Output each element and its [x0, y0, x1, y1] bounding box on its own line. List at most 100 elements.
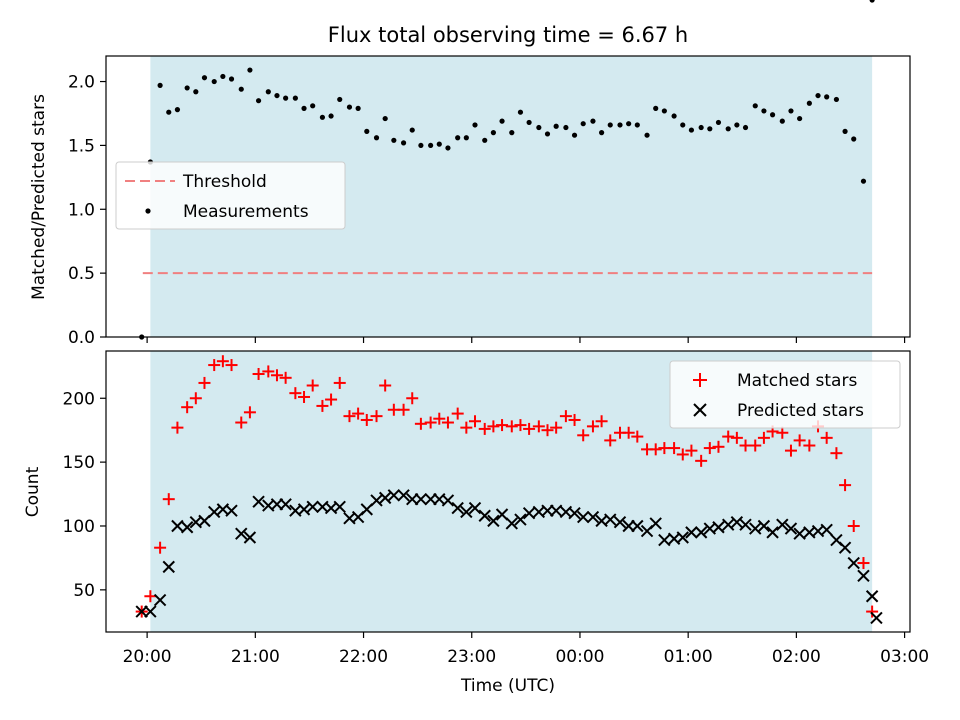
- predicted-star-point: [171, 519, 184, 533]
- legend-predicted-label: Predicted stars: [737, 401, 864, 421]
- measurement-point: [337, 96, 343, 103]
- predicted-stars-points: [135, 489, 883, 625]
- measurement-point: [292, 95, 298, 101]
- matched-star-point: [730, 431, 743, 444]
- predicted-star-point: [478, 509, 491, 522]
- matched-star-point: [703, 442, 716, 455]
- predicted-star-point: [153, 593, 167, 607]
- matched-star-point: [847, 519, 860, 532]
- measurement-point: [526, 119, 532, 126]
- count-x-tick-label: 02:00: [772, 647, 821, 667]
- measurement-point: [517, 109, 524, 115]
- predicted-star-point: [712, 521, 725, 534]
- ratio-y-tick-label: 1.5: [68, 136, 95, 156]
- measurement-point: [833, 96, 840, 103]
- predicted-star-point: [306, 500, 319, 514]
- matched-star-point: [749, 439, 762, 452]
- matched-star-point: [208, 359, 221, 372]
- measurement-point: [373, 135, 380, 141]
- matched-star-point: [722, 430, 735, 443]
- count-x-tick-label: 01:00: [664, 647, 713, 667]
- count-x-tick-label: 22:00: [339, 647, 388, 667]
- legend-matched-swatch: [693, 373, 707, 387]
- measurement-point: [455, 135, 461, 141]
- count-y-tick-label: 150: [63, 453, 95, 473]
- matched-star-point: [793, 434, 806, 447]
- predicted-star-point: [144, 605, 157, 618]
- matched-star-point: [550, 421, 563, 434]
- predicted-star-point: [441, 494, 455, 507]
- measurement-point: [463, 135, 469, 141]
- matched-star-point: [820, 431, 833, 444]
- measurement-point: [238, 86, 244, 92]
- measurement-point: [769, 112, 776, 118]
- measurement-point: [157, 82, 163, 88]
- measurement-point: [563, 124, 569, 131]
- chart-title: Flux total observing time = 6.67 h: [328, 23, 688, 47]
- measurement-point: [715, 119, 722, 126]
- measurement-point: [490, 130, 496, 136]
- measurement-point: [797, 115, 803, 122]
- matched-star-point: [839, 479, 852, 492]
- measurement-point: [824, 94, 830, 100]
- matched-star-point: [316, 399, 329, 412]
- matched-star-point: [460, 421, 473, 434]
- predicted-star-point: [766, 526, 779, 539]
- matched-star-point: [505, 420, 518, 433]
- matched-star-point: [649, 443, 662, 456]
- measurement-point: [544, 131, 551, 137]
- predicted-star-point: [613, 515, 627, 529]
- matched-star-point: [198, 376, 211, 389]
- predicted-star-point: [739, 518, 752, 531]
- measurement-point: [698, 124, 704, 131]
- matched-star-point: [559, 410, 572, 423]
- measurement-point: [400, 140, 407, 146]
- measurement-point: [509, 130, 515, 136]
- measurement-point: [634, 122, 640, 128]
- predicted-star-point: [460, 505, 473, 519]
- matched-star-point: [171, 421, 184, 434]
- count-y-tick-label: 200: [63, 389, 95, 409]
- count-panel-frame: [105, 350, 911, 633]
- x-axis-label: Time (UTC): [460, 676, 555, 696]
- measurement-point: [445, 145, 451, 151]
- measurement-point: [255, 98, 262, 104]
- predicted-star-point: [297, 503, 311, 516]
- matched-star-point: [370, 410, 383, 423]
- ratio-panel-frame: [105, 55, 911, 338]
- measurement-point: [536, 124, 542, 131]
- legend-measurements-label: Measurements: [183, 202, 309, 222]
- matched-star-point: [451, 407, 464, 420]
- predicted-star-point: [495, 508, 509, 521]
- predicted-star-point: [730, 515, 744, 529]
- predicted-star-point: [776, 518, 789, 531]
- predicted-star-point: [676, 531, 689, 544]
- count-legend: Matched stars Predicted stars: [669, 360, 901, 429]
- matched-star-point: [776, 426, 789, 439]
- ratio-x-ticks: [146, 337, 906, 343]
- matched-star-point: [514, 419, 527, 432]
- predicted-star-point: [838, 541, 852, 554]
- predicted-star-point: [279, 498, 292, 511]
- predicted-star-point: [514, 513, 527, 526]
- predicted-star-point: [414, 492, 428, 506]
- measurement-point: [428, 142, 434, 149]
- matched-star-point: [857, 557, 870, 570]
- ratio-panel: 0.00.51.01.52.0 Matched/Predicted stars …: [29, 0, 911, 348]
- legend-predicted-swatch: [693, 403, 707, 417]
- measurement-point: [869, 0, 875, 3]
- measurement-point: [472, 122, 478, 128]
- predicted-star-point: [505, 517, 518, 530]
- measurement-point: [590, 118, 596, 124]
- matched-star-point: [668, 442, 681, 455]
- measurement-point: [742, 124, 749, 131]
- matched-star-point: [406, 392, 419, 405]
- measurement-point: [580, 121, 586, 127]
- matched-star-point: [478, 422, 491, 435]
- measurement-point: [201, 75, 208, 81]
- measurement-point: [482, 137, 488, 143]
- matched-star-point: [243, 406, 256, 419]
- measurement-point: [734, 122, 740, 128]
- matched-star-point: [252, 367, 265, 380]
- measurement-point: [166, 109, 172, 115]
